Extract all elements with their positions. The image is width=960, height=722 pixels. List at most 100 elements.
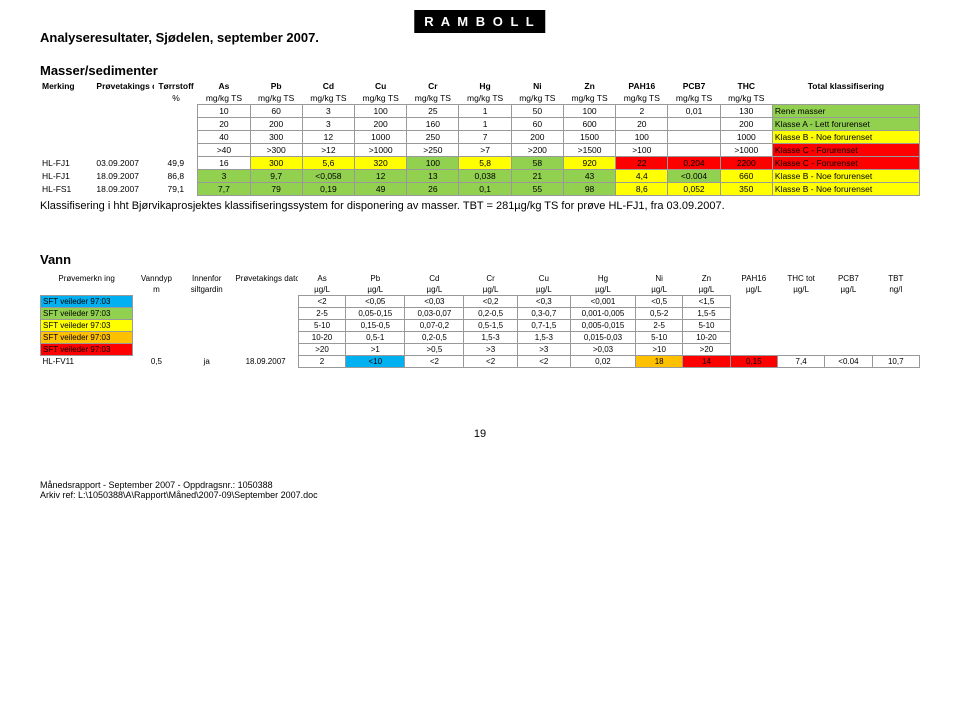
data-cell: 18.09.2007	[94, 170, 154, 183]
vann-cell: <0,5	[636, 296, 683, 308]
vann-cell	[825, 308, 872, 320]
class-ref-cell: >250	[407, 144, 459, 157]
class-ref-cell: 12	[302, 131, 354, 144]
class-ref-cell: 2	[616, 105, 668, 118]
class-ref-cell: >1000	[355, 144, 407, 157]
vann-cell: 18	[636, 356, 683, 368]
vann-cell	[777, 296, 824, 308]
vann-cell: <0,03	[405, 296, 464, 308]
vann-cell: <0,3	[517, 296, 570, 308]
class-ref-cell: 50	[511, 105, 563, 118]
footer: Månedsrapport - September 2007 - Oppdrag…	[40, 480, 920, 500]
vann-col-unit: ng/l	[872, 284, 919, 296]
classification-note: Klassifisering i hht Bjørvikaprosjektes …	[40, 200, 920, 212]
vann-col-header: PCB7	[825, 273, 872, 284]
col-unit: mg/kg TS	[407, 92, 459, 105]
vann-row-label: HL-FV11	[41, 356, 133, 368]
col-header: Cd	[302, 80, 354, 92]
vann-col-header: TBT	[872, 273, 919, 284]
data-cell: Klasse B - Noe forurenset	[772, 170, 919, 183]
vann-cell	[730, 332, 777, 344]
vann-col-unit: µg/L	[636, 284, 683, 296]
data-cell: 0,204	[668, 157, 720, 170]
vann-col-unit: µg/L	[517, 284, 570, 296]
data-cell: 5,6	[302, 157, 354, 170]
vann-cell	[180, 344, 233, 356]
col-unit	[772, 92, 919, 105]
vann-cell: 0,15-0,5	[346, 320, 405, 332]
vann-col-unit: siltgardin	[180, 284, 233, 296]
class-ref-cell: 300	[250, 131, 302, 144]
col-unit: mg/kg TS	[250, 92, 302, 105]
section-masser-title: Masser/sedimenter	[40, 63, 920, 78]
footer-line2: Arkiv ref: L:\1050388\A\Rapport\Måned\20…	[40, 490, 920, 500]
vann-cell: 18.09.2007	[233, 356, 298, 368]
class-ref-cell: 100	[355, 105, 407, 118]
vann-col-header: Cu	[517, 273, 570, 284]
data-cell: 0,1	[459, 183, 511, 196]
class-ref-cell	[94, 118, 154, 131]
col-unit	[40, 92, 94, 105]
class-ref-cell: 1	[459, 105, 511, 118]
data-cell: Klasse B - Noe forurenset	[772, 183, 919, 196]
vann-row-label: SFT veileder 97:03	[41, 344, 133, 356]
vann-cell: >0,03	[570, 344, 635, 356]
data-cell: HL-FS1	[40, 183, 94, 196]
col-unit: mg/kg TS	[355, 92, 407, 105]
vann-row-label: SFT veileder 97:03	[41, 332, 133, 344]
vann-cell: 1,5-3	[464, 332, 517, 344]
vann-cell	[730, 308, 777, 320]
class-ref-cell: 600	[563, 118, 615, 131]
vann-cell	[233, 296, 298, 308]
class-ref-cell: 200	[511, 131, 563, 144]
vann-cell	[180, 308, 233, 320]
vann-cell: 0,2-0,5	[405, 332, 464, 344]
vann-cell	[825, 320, 872, 332]
col-header: Merking	[40, 80, 94, 92]
class-ref-cell: Klasse B - Noe forurenset	[772, 131, 919, 144]
class-ref-cell: >7	[459, 144, 511, 157]
class-ref-cell: 100	[616, 131, 668, 144]
table-vann: Prøvemerkn ingVanndypInnenforPrøvetaking…	[40, 273, 920, 368]
vann-cell	[133, 320, 180, 332]
data-cell: 98	[563, 183, 615, 196]
vann-col-header: Prøvetakings dato	[233, 273, 298, 284]
col-unit: mg/kg TS	[302, 92, 354, 105]
data-cell: 320	[355, 157, 407, 170]
vann-cell: 0,5	[133, 356, 180, 368]
vann-cell	[872, 296, 919, 308]
vann-col-unit: µg/L	[298, 284, 345, 296]
vann-cell: 0,02	[570, 356, 635, 368]
class-ref-cell: >12	[302, 144, 354, 157]
col-unit: mg/kg TS	[720, 92, 772, 105]
class-ref-cell: 7	[459, 131, 511, 144]
class-ref-cell: 1500	[563, 131, 615, 144]
col-unit: mg/kg TS	[563, 92, 615, 105]
class-ref-cell: >1000	[720, 144, 772, 157]
class-ref-cell	[94, 144, 154, 157]
data-cell: 21	[511, 170, 563, 183]
col-unit	[94, 92, 154, 105]
vann-col-unit: µg/L	[777, 284, 824, 296]
class-ref-cell	[154, 105, 198, 118]
class-ref-cell: Rene masser	[772, 105, 919, 118]
vann-row-label: SFT veileder 97:03	[41, 320, 133, 332]
vann-cell: 1,5-3	[517, 332, 570, 344]
vann-cell	[730, 344, 777, 356]
vann-cell	[777, 320, 824, 332]
vann-cell: <0,2	[464, 296, 517, 308]
data-cell: 4,4	[616, 170, 668, 183]
vann-col-unit: µg/L	[346, 284, 405, 296]
vann-cell	[133, 308, 180, 320]
col-header: Pb	[250, 80, 302, 92]
logo: R A M B O L L	[414, 10, 545, 33]
data-cell: 0,052	[668, 183, 720, 196]
class-ref-cell	[40, 131, 94, 144]
class-ref-cell: 160	[407, 118, 459, 131]
data-cell: 8,6	[616, 183, 668, 196]
vann-cell	[180, 332, 233, 344]
vann-col-header: Prøvemerkn ing	[41, 273, 133, 284]
vann-cell	[777, 344, 824, 356]
data-cell: 43	[563, 170, 615, 183]
footer-line1: Månedsrapport - September 2007 - Oppdrag…	[40, 480, 920, 490]
